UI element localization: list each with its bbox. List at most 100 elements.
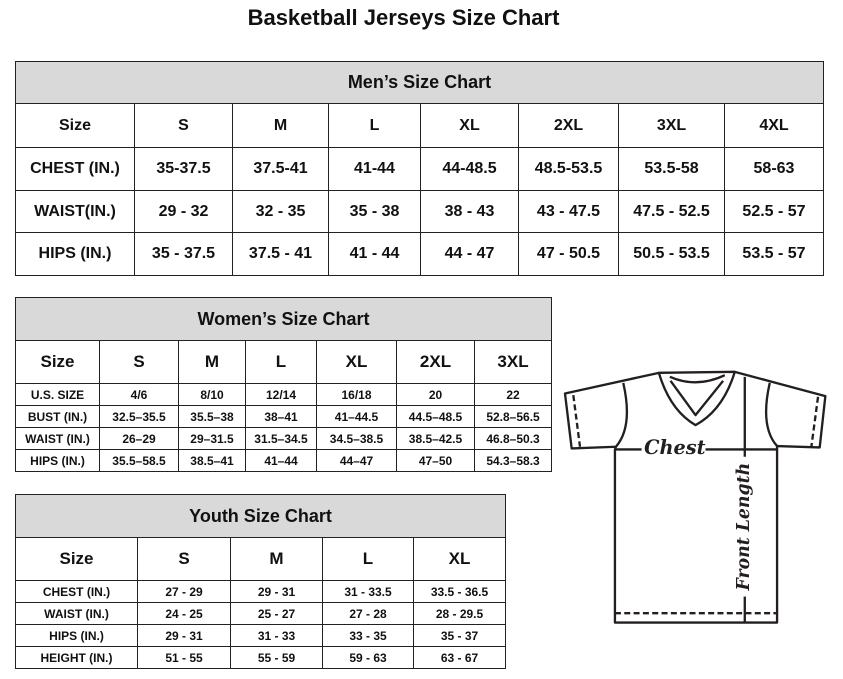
- size-header-cell: Size: [15, 103, 135, 148]
- measurement-cell: 29 - 31: [137, 624, 231, 647]
- table-row: WAIST(IN.) 29 - 32 32 - 35 35 - 38 38 - 43 43…: [15, 190, 824, 233]
- size-header-cell: 3XL: [473, 340, 553, 384]
- row-label: HIPS (IN.): [15, 232, 135, 276]
- front-length-label: Front Length: [734, 463, 754, 592]
- row-label: WAIST(IN.): [15, 190, 135, 233]
- jersey-diagram: Chest Front Length: [563, 370, 827, 624]
- size-header-cell: M: [232, 103, 329, 148]
- shirt-neck: [657, 370, 736, 427]
- measurement-cell: 43 - 47.5: [518, 190, 619, 233]
- measurement-cell: 44 - 47: [420, 232, 519, 276]
- measurement-cell: 34.5–38.5: [316, 427, 397, 450]
- size-header-cell: Size: [15, 537, 138, 581]
- measurement-cell: 25 - 27: [230, 602, 323, 625]
- table-row: U.S. SIZE 4/6 8/10 12/14 16/18 20 22: [15, 383, 553, 406]
- size-header-cell: 3XL: [618, 103, 725, 148]
- measurement-cell: 51 - 55: [137, 646, 231, 669]
- measurement-cell: 12/14: [245, 383, 317, 406]
- chart-heading: Women’s Size Chart: [14, 297, 553, 341]
- size-header-cell: 2XL: [396, 340, 475, 384]
- measurement-cell: 35.5–58.5: [99, 449, 179, 472]
- table-row: CHEST (IN.) 27 - 29 29 - 31 31 - 33.5 33.5 -…: [15, 580, 507, 603]
- measurement-cell: 33 - 35: [322, 624, 414, 647]
- measurement-cell: 37.5-41: [232, 147, 329, 191]
- measurement-cell: 27 - 29: [137, 580, 231, 603]
- row-label: BUST (IN.): [15, 405, 100, 428]
- measurement-cell: 35.5–38: [178, 405, 246, 428]
- measurement-cell: 26–29: [99, 427, 179, 450]
- chart-heading-row: Women’s Size Chart: [14, 297, 553, 341]
- size-header-cell: S: [99, 340, 179, 384]
- measurement-cell: 4/6: [99, 383, 179, 406]
- measurement-cell: 63 - 67: [412, 646, 507, 669]
- measurement-cell: 48.5-53.5: [518, 147, 619, 191]
- measurement-cell: 29–31.5: [178, 427, 246, 450]
- row-label: WAIST (IN.): [15, 602, 138, 625]
- table-row: WAIST (IN.) 24 - 25 25 - 27 27 - 28 28 - 29.…: [15, 602, 507, 625]
- size-header-cell: L: [322, 537, 414, 581]
- chart-heading-row: Men’s Size Chart: [15, 61, 824, 104]
- measurement-cell: 44.5–48.5: [396, 405, 475, 428]
- measurement-cell: 28 - 29.5: [412, 602, 507, 625]
- table-row: CHEST (IN.) 35-37.5 37.5-41 41-44 44-48.5 48.…: [15, 147, 824, 191]
- row-label: WAIST (IN.): [15, 427, 100, 450]
- measurement-cell: 46.8–50.3: [473, 427, 553, 450]
- row-label: CHEST (IN.): [15, 147, 135, 191]
- measurement-cell: 35 - 37.5: [134, 232, 233, 276]
- measurement-cell: 29 - 32: [134, 190, 233, 233]
- size-header-row: Size S M L XL 2XL 3XL: [15, 340, 553, 384]
- measurement-cell: 54.3–58.3: [473, 449, 553, 472]
- measurement-cell: 38.5–41: [178, 449, 246, 472]
- size-header-cell: 4XL: [724, 103, 824, 148]
- chart-heading: Youth Size Chart: [14, 494, 507, 538]
- table-row: HIPS (IN.) 29 - 31 31 - 33 33 - 35 35 - 37: [15, 624, 507, 647]
- table-row: HIPS (IN.) 35.5–58.5 38.5–41 41–44 44–47 47–5…: [15, 449, 553, 472]
- measurement-cell: 31.5–34.5: [245, 427, 317, 450]
- size-header-cell: L: [328, 103, 421, 148]
- table-row: HIPS (IN.) 35 - 37.5 37.5 - 41 41 - 44 44 - …: [15, 232, 824, 276]
- shirt-outline: [563, 370, 827, 624]
- measurement-cell: 52.5 - 57: [724, 190, 824, 233]
- measurement-cell: 8/10: [178, 383, 246, 406]
- size-header-cell: 2XL: [518, 103, 619, 148]
- size-header-cell: Size: [15, 340, 100, 384]
- chart-heading: Men’s Size Chart: [15, 61, 824, 104]
- measurement-cell: 31 - 33.5: [322, 580, 414, 603]
- size-header-cell: XL: [412, 537, 507, 581]
- measurement-cell: 38.5–42.5: [396, 427, 475, 450]
- measurement-cell: 44-48.5: [420, 147, 519, 191]
- measurement-cell: 41 - 44: [328, 232, 421, 276]
- measurement-cell: 55 - 59: [230, 646, 323, 669]
- measurement-cell: 47–50: [396, 449, 475, 472]
- size-header-cell: S: [134, 103, 233, 148]
- size-header-row: Size S M L XL 2XL 3XL 4XL: [15, 103, 824, 148]
- size-header-cell: XL: [420, 103, 519, 148]
- measurement-cell: 22: [473, 383, 553, 406]
- measurement-cell: 52.8–56.5: [473, 405, 553, 428]
- measurement-cell: 50.5 - 53.5: [618, 232, 725, 276]
- measurement-cell: 41–44: [245, 449, 317, 472]
- measurement-cell: 47.5 - 52.5: [618, 190, 725, 233]
- measurement-cell: 31 - 33: [230, 624, 323, 647]
- measurement-cell: 37.5 - 41: [232, 232, 329, 276]
- size-header-row: Size S M L XL: [15, 537, 507, 581]
- size-header-cell: XL: [316, 340, 397, 384]
- youth-size-chart: Youth Size Chart Size S M L XL CHEST (IN.) 27 -…: [14, 494, 507, 669]
- measurement-cell: 24 - 25: [137, 602, 231, 625]
- measurement-cell: 35 - 37: [412, 624, 507, 647]
- measurement-cell: 53.5 - 57: [724, 232, 824, 276]
- measurement-cell: 53.5-58: [618, 147, 725, 191]
- row-label: CHEST (IN.): [15, 580, 138, 603]
- table-row: HEIGHT (IN.) 51 - 55 55 - 59 59 - 63 63 - 67: [15, 646, 507, 669]
- page-title: Basketball Jerseys Size Chart: [247, 5, 560, 30]
- measurement-cell: 33.5 - 36.5: [412, 580, 507, 603]
- measurement-cell: 44–47: [316, 449, 397, 472]
- measurement-cell: 41-44: [328, 147, 421, 191]
- measurement-cell: 58-63: [724, 147, 824, 191]
- measurement-cell: 29 - 31: [230, 580, 323, 603]
- row-label: HIPS (IN.): [15, 624, 138, 647]
- row-label: HIPS (IN.): [15, 449, 100, 472]
- measurement-cell: 32.5–35.5: [99, 405, 179, 428]
- measurement-cell: 41–44.5: [316, 405, 397, 428]
- measurement-cell: 20: [396, 383, 475, 406]
